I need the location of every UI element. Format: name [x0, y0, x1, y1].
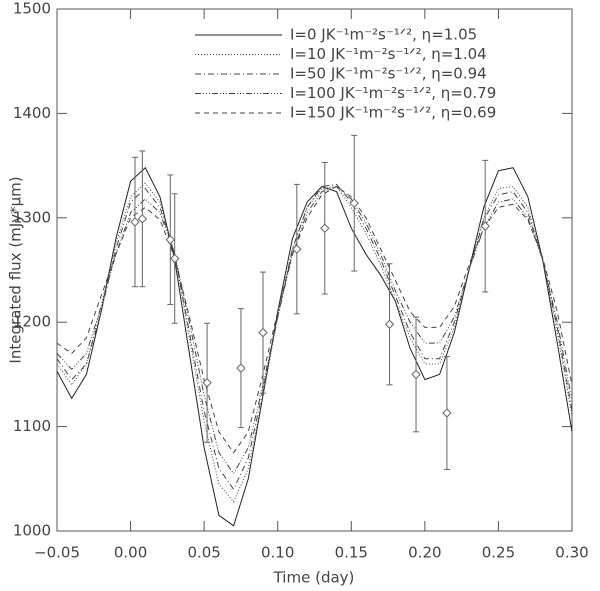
y-tick-label: 1300 [13, 208, 51, 226]
data-point [137, 214, 148, 224]
data-point [130, 217, 140, 227]
data-point [258, 327, 268, 338]
data-point [480, 221, 490, 231]
model-curve [56, 182, 573, 503]
data-point [442, 408, 452, 418]
x-tick-label: 0.30 [555, 544, 588, 562]
data-point [170, 253, 180, 264]
legend-label: I=10 JK⁻¹m⁻²s⁻¹ᐟ², η=1.04 [290, 45, 487, 63]
model-curve [56, 185, 573, 475]
x-tick-label: 0.20 [408, 544, 441, 562]
data-point [236, 363, 246, 373]
x-tick-label: 0.05 [187, 544, 220, 562]
y-tick-label: 1200 [13, 313, 51, 331]
data-point [384, 319, 395, 329]
x-tick-label: 0.15 [335, 544, 368, 562]
y-tick-label: 1000 [13, 522, 51, 540]
data-point [320, 223, 330, 233]
data-point [202, 378, 212, 388]
legend-label: I=0 JK⁻¹m⁻²s⁻¹ᐟ², η=1.05 [290, 26, 477, 44]
legend-label: I=100 JK⁻¹m⁻²s⁻¹ᐟ², η=0.79 [290, 84, 496, 102]
x-tick-label: 0.25 [482, 544, 515, 562]
legend-label: I=150 JK⁻¹m⁻²s⁻¹ᐟ², η=0.69 [290, 104, 496, 122]
model-curve [56, 185, 573, 454]
x-tick-label: 0.00 [114, 544, 147, 562]
data-point [165, 235, 176, 245]
x-axis-label: Time (day) [273, 569, 355, 587]
y-axis-label: Integrated flux (mJy*μm) [7, 176, 25, 363]
legend-label: I=50 JK⁻¹m⁻²s⁻¹ᐟ², η=0.94 [290, 65, 487, 83]
x-tick-label: −0.05 [34, 544, 80, 562]
y-tick-label: 1500 [13, 0, 51, 18]
data-point [292, 244, 302, 254]
data-point [411, 369, 421, 380]
data-point [349, 198, 359, 208]
y-tick-label: 1400 [13, 104, 51, 122]
y-tick-label: 1100 [13, 417, 51, 435]
x-tick-label: 0.10 [261, 544, 294, 562]
model-curve [56, 166, 573, 527]
model-curve [56, 183, 573, 491]
plot-frame [56, 8, 573, 532]
